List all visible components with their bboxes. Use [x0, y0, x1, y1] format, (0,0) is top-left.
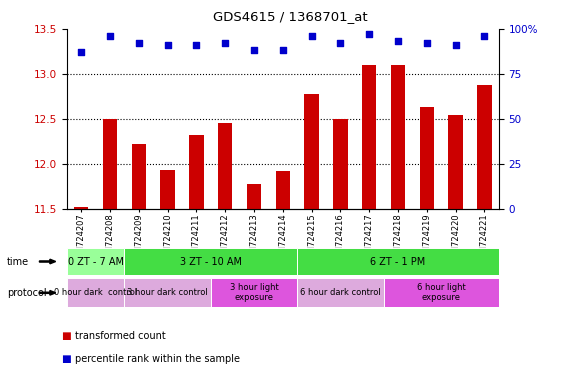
Text: 0 ZT - 7 AM: 0 ZT - 7 AM: [67, 257, 124, 266]
Point: [422, 40, 432, 46]
Point: [191, 42, 201, 48]
Point: [134, 40, 143, 46]
Bar: [276, 171, 290, 209]
Text: 3 ZT - 10 AM: 3 ZT - 10 AM: [180, 257, 242, 266]
Text: GDS4615 / 1368701_at: GDS4615 / 1368701_at: [213, 10, 367, 23]
Point: [451, 42, 461, 48]
Text: time: time: [7, 257, 29, 266]
Bar: [74, 207, 88, 209]
Bar: [333, 119, 347, 209]
Point: [393, 38, 403, 45]
Point: [480, 33, 489, 39]
Bar: [160, 170, 175, 209]
Point: [278, 47, 288, 53]
Text: 3 hour light
exposure: 3 hour light exposure: [230, 283, 278, 303]
Bar: [297, 278, 383, 307]
Point: [77, 49, 86, 55]
Bar: [304, 94, 319, 209]
Text: 6 hour dark control: 6 hour dark control: [300, 288, 380, 297]
Point: [249, 47, 259, 53]
Text: percentile rank within the sample: percentile rank within the sample: [75, 354, 240, 364]
Bar: [419, 107, 434, 209]
Bar: [67, 278, 124, 307]
Bar: [477, 85, 492, 209]
Bar: [189, 135, 204, 209]
Bar: [132, 144, 146, 209]
Bar: [246, 184, 261, 209]
Bar: [383, 278, 499, 307]
Text: transformed count: transformed count: [75, 331, 166, 341]
Bar: [218, 122, 233, 209]
Bar: [391, 65, 405, 209]
Text: protocol: protocol: [7, 288, 46, 298]
Text: ■: ■: [61, 354, 71, 364]
Text: 6 ZT - 1 PM: 6 ZT - 1 PM: [371, 257, 426, 266]
Point: [336, 40, 345, 46]
Bar: [211, 278, 297, 307]
Bar: [103, 119, 117, 209]
Text: 3 hour dark control: 3 hour dark control: [127, 288, 208, 297]
Point: [106, 33, 115, 39]
Bar: [124, 278, 211, 307]
Bar: [448, 114, 463, 209]
Point: [163, 42, 172, 48]
Text: 6 hour light
exposure: 6 hour light exposure: [417, 283, 466, 303]
Point: [307, 33, 316, 39]
Bar: [67, 248, 124, 275]
Text: ■: ■: [61, 331, 71, 341]
Bar: [297, 248, 499, 275]
Text: 0 hour dark  control: 0 hour dark control: [54, 288, 137, 297]
Bar: [362, 65, 376, 209]
Point: [365, 31, 374, 37]
Bar: [124, 248, 297, 275]
Point: [220, 40, 230, 46]
